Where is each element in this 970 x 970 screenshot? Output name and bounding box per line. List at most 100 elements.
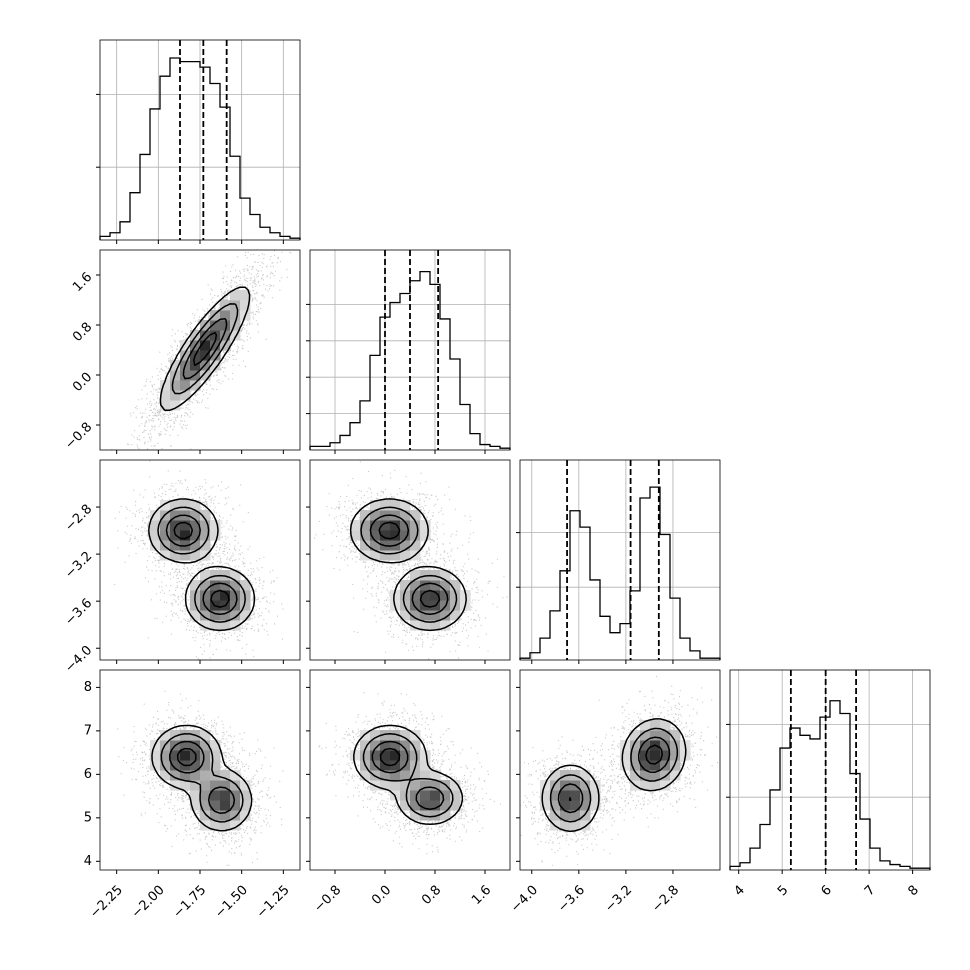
density-cell xyxy=(200,330,211,341)
density-cell xyxy=(190,330,201,341)
contour-line xyxy=(182,318,228,380)
density-cell xyxy=(440,590,451,601)
density-cell xyxy=(220,310,231,321)
density-cell xyxy=(390,550,401,561)
density-cell xyxy=(410,580,421,591)
density-cell xyxy=(400,590,411,601)
density-cell xyxy=(180,530,191,541)
density-cell xyxy=(360,770,371,781)
density-cell xyxy=(150,530,161,541)
density-cell xyxy=(550,790,561,801)
density-cell xyxy=(230,590,241,601)
density-cell xyxy=(630,740,641,751)
density-cell xyxy=(200,580,211,591)
density-cell xyxy=(190,760,201,771)
density-cell xyxy=(220,590,231,601)
density-cell xyxy=(210,620,221,631)
contour-line xyxy=(378,521,441,608)
y-tick-label: 7 xyxy=(84,723,92,738)
density-cell xyxy=(200,570,211,581)
density-cell xyxy=(370,510,381,521)
x-tick-label: 1.6 xyxy=(469,883,494,908)
density-cell xyxy=(650,750,661,761)
density-cell xyxy=(210,530,221,541)
density-cell xyxy=(380,740,391,751)
density-cell xyxy=(190,550,201,561)
density-cell xyxy=(540,790,551,801)
density-cell xyxy=(630,770,641,781)
density-cell xyxy=(660,750,671,761)
density-cell xyxy=(420,780,431,791)
density-cell xyxy=(650,780,661,791)
density-cell xyxy=(190,780,201,791)
density-cell xyxy=(590,790,601,801)
density-cell xyxy=(540,800,551,811)
density-cell xyxy=(430,570,441,581)
density-cell xyxy=(450,610,461,621)
density-cell xyxy=(390,770,401,781)
density-cell xyxy=(180,500,191,511)
x-tick-label: 7 xyxy=(862,883,878,899)
density-cell xyxy=(400,740,411,751)
density-cell xyxy=(420,760,431,771)
density-cell xyxy=(450,790,461,801)
density-cell xyxy=(360,750,371,761)
density-cell xyxy=(420,770,431,781)
density-cell xyxy=(620,760,631,771)
density-cell xyxy=(190,770,201,781)
density-cell xyxy=(210,340,221,351)
y-tick-label: 0.8 xyxy=(70,320,95,345)
density-cell xyxy=(580,780,591,791)
hist-frame xyxy=(309,249,511,451)
density-cell xyxy=(190,510,201,521)
density-cell xyxy=(360,730,371,741)
density-cell xyxy=(160,750,171,761)
contour-line xyxy=(360,506,458,623)
density-cell xyxy=(370,730,381,741)
density-cell xyxy=(220,330,231,341)
density-cell xyxy=(360,530,371,541)
density-cell xyxy=(440,800,451,811)
y-tick-label: 8 xyxy=(84,680,92,695)
density-cell xyxy=(180,750,191,761)
density-cell xyxy=(350,520,361,531)
density-cell xyxy=(220,570,231,581)
density-cell xyxy=(170,400,181,411)
y-tick-label: 4 xyxy=(84,854,92,869)
density-cell xyxy=(360,540,371,551)
density-cell xyxy=(350,530,361,541)
density-cell xyxy=(400,800,411,811)
contour-line xyxy=(541,718,687,833)
density-cell xyxy=(160,530,171,541)
x-tick-label: 0.8 xyxy=(419,883,444,908)
density-cell xyxy=(400,730,411,741)
density-cell xyxy=(170,760,181,771)
density-cell xyxy=(160,770,171,781)
density-cell xyxy=(220,300,231,311)
joint-panel-2-0 xyxy=(96,459,301,664)
y-tick-label: 6 xyxy=(84,767,92,782)
density-cell xyxy=(160,730,171,741)
density-cell xyxy=(200,590,211,601)
density-cell xyxy=(430,610,441,621)
density-cell xyxy=(430,580,441,591)
density-cell xyxy=(360,740,371,751)
contour-line xyxy=(568,744,663,802)
density-cell xyxy=(170,390,181,401)
density-cell xyxy=(370,520,381,531)
density-cell xyxy=(410,620,421,631)
density-cell xyxy=(660,730,671,741)
density-cell xyxy=(410,750,421,761)
density-cell xyxy=(550,780,561,791)
density-cell xyxy=(180,340,191,351)
contour-line xyxy=(160,733,244,823)
density-cell xyxy=(200,750,211,761)
density-cell xyxy=(230,580,241,591)
density-cell xyxy=(200,350,211,361)
x-tick-label: 4 xyxy=(732,883,748,899)
density-cell xyxy=(440,570,451,581)
density-cell xyxy=(440,790,451,801)
density-cell xyxy=(200,520,211,531)
x-tick-label: 6 xyxy=(818,883,834,899)
density-cell xyxy=(190,520,201,531)
